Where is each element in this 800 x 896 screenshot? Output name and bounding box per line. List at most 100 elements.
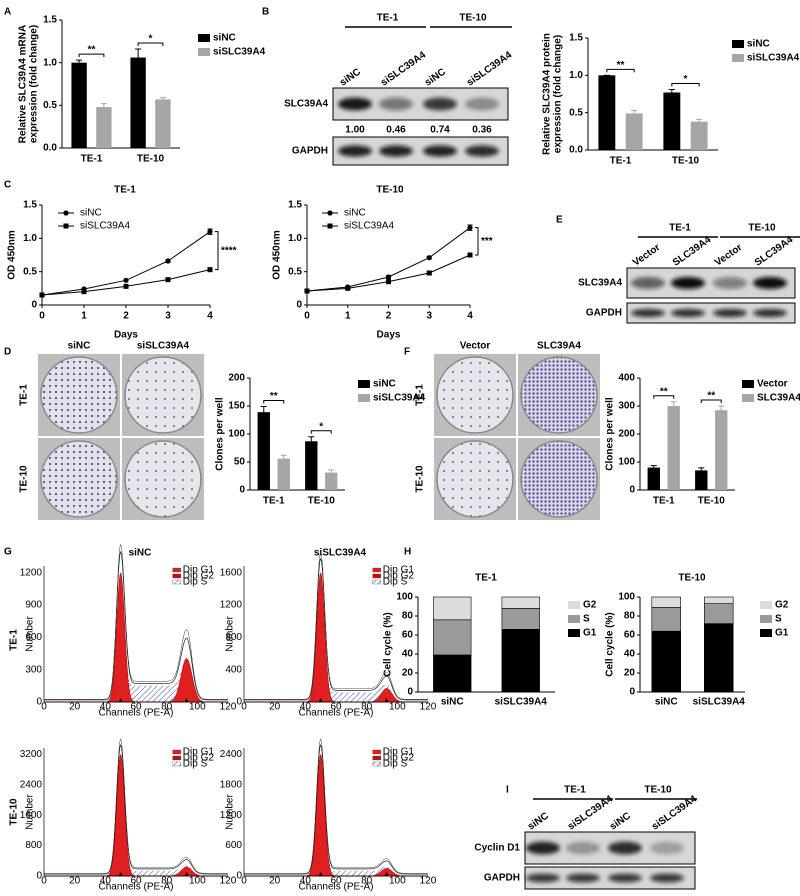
marker <box>63 223 69 229</box>
flow-x-tick-label: 40 <box>100 702 112 713</box>
blot-lane-label: Vector <box>713 242 744 269</box>
flow-outline <box>44 738 228 874</box>
bar <box>695 470 708 490</box>
flow-peak-marker <box>384 698 389 702</box>
y-tick-label: 0 <box>629 687 635 698</box>
bar-segment <box>704 623 734 693</box>
panel-letter: B <box>262 7 269 18</box>
flow-s-phase <box>44 797 228 876</box>
bar-segment <box>433 654 472 693</box>
y-tick-label: 300 <box>618 401 635 412</box>
blot-band <box>713 309 747 317</box>
legend-label: S <box>583 614 590 625</box>
legend-swatch <box>732 40 744 48</box>
flow-y-tick-label: 0 <box>236 697 242 708</box>
legend-swatch <box>732 54 744 62</box>
y-axis-label: Clones per well <box>605 397 616 471</box>
bar <box>130 57 146 149</box>
significance-bracket <box>215 231 219 271</box>
bar-segment <box>651 630 681 693</box>
plate-well <box>436 356 514 434</box>
significance-label: * <box>684 74 688 85</box>
y-tick-label: 150 <box>228 401 245 412</box>
error-bar <box>696 118 703 122</box>
y-tick-label: 100 <box>228 429 245 440</box>
panel-letter: G <box>4 547 12 558</box>
flow-outline <box>244 557 428 701</box>
bar-segment <box>651 607 681 632</box>
bar <box>96 107 112 148</box>
flow-row-label: TE-10 <box>9 798 20 826</box>
flow-legend-swatch <box>172 573 181 579</box>
quantification: 0.36 <box>472 125 492 136</box>
error-bar <box>308 436 315 442</box>
blot-group-label: TE-1 <box>669 223 691 234</box>
significance-label: ** <box>88 45 96 56</box>
flow-legend-label: Dip G1 <box>183 565 215 576</box>
marker <box>385 274 392 280</box>
legend-label: siNC <box>747 39 770 50</box>
blot-band <box>631 277 665 289</box>
marker <box>304 288 310 294</box>
x-tick-label: TE-1 <box>610 156 632 167</box>
y-tick-label: 1.5 <box>569 33 583 44</box>
x-tick-label: TE-10 <box>698 496 726 507</box>
x-axis-label: Days <box>377 330 401 341</box>
flow-y-tick-label: 900 <box>25 600 42 611</box>
flow-x-tick-label: 100 <box>389 702 406 713</box>
significance-label: *** <box>481 236 493 247</box>
blot-band <box>631 309 665 317</box>
flow-y-tick-label: 300 <box>25 664 42 675</box>
x-tick-label: TE-10 <box>308 496 336 507</box>
plate-column-label: SLC39A4 <box>537 341 581 352</box>
legend-swatch <box>198 34 210 42</box>
marker <box>426 270 432 276</box>
x-tick-label: 4 <box>207 311 213 322</box>
legend-swatch <box>568 601 580 609</box>
y-tick-label: 0.5 <box>288 266 302 277</box>
y-tick-label: 1.0 <box>288 233 302 244</box>
blot-row-label: GAPDH <box>484 873 520 884</box>
y-tick-label: 1.0 <box>569 70 583 81</box>
y-tick-label: 0.5 <box>569 107 583 118</box>
flow-legend-label: Dip S <box>383 759 408 770</box>
y-tick-label: 0.0 <box>43 143 57 154</box>
flow-y-tick-label: 1800 <box>220 779 243 790</box>
blot-lane-label: siNC <box>338 67 363 89</box>
blot-row-label: GAPDH <box>586 308 622 319</box>
flow-y-tick-label: 0 <box>36 697 42 708</box>
bar <box>625 113 643 150</box>
significance-label: * <box>319 421 323 432</box>
error-bar <box>668 89 675 93</box>
bar-segment <box>433 596 472 621</box>
panel-letter: E <box>556 215 563 226</box>
plate-well <box>40 356 118 434</box>
y-tick-label: 80 <box>624 611 636 622</box>
bar-segment <box>501 628 540 693</box>
y-tick-label: 200 <box>228 373 245 384</box>
significance-bracket <box>671 83 700 87</box>
plate-well <box>520 440 598 518</box>
marker <box>327 210 333 216</box>
y-tick-label: 1.0 <box>23 233 37 244</box>
flow-y-label: Number <box>225 794 236 830</box>
y-tick-label: 1.5 <box>288 200 302 211</box>
significance-bracket <box>653 395 675 399</box>
blot-band <box>338 145 372 157</box>
flow-legend-label: Dip S <box>183 577 208 588</box>
y-tick-label: 0.0 <box>569 145 583 156</box>
x-axis-label: Days <box>114 330 138 341</box>
bar <box>598 75 616 150</box>
marker <box>123 283 129 289</box>
flow-x-tick-label: 120 <box>420 876 437 887</box>
flow-outline <box>244 550 428 700</box>
y-tick-label: 0 <box>296 300 302 311</box>
flow-y-label: Number <box>225 616 236 652</box>
x-tick-label: 2 <box>386 311 392 322</box>
marker <box>426 255 432 261</box>
bar <box>305 441 318 490</box>
blot-band <box>465 145 499 157</box>
flow-x-tick-label: 120 <box>220 876 237 887</box>
bar <box>647 467 660 490</box>
